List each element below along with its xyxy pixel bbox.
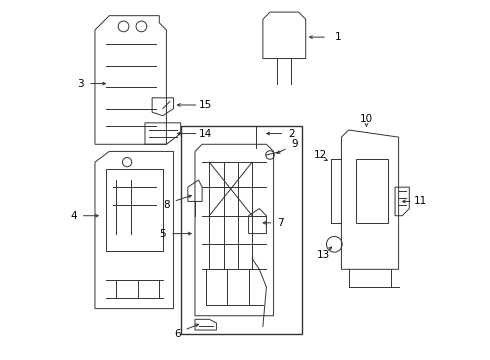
Text: 6: 6 [174, 329, 180, 339]
Text: 4: 4 [70, 211, 77, 221]
Text: 13: 13 [317, 250, 330, 260]
Text: 9: 9 [292, 139, 298, 149]
Text: 14: 14 [199, 129, 212, 139]
Text: 11: 11 [414, 197, 427, 206]
Text: 12: 12 [314, 150, 327, 160]
Text: 5: 5 [160, 229, 166, 239]
Text: 1: 1 [335, 32, 341, 42]
Bar [181, 126, 302, 334]
Text: 15: 15 [199, 100, 212, 110]
Text: 10: 10 [360, 114, 373, 124]
Text: 2: 2 [288, 129, 295, 139]
Text: 8: 8 [163, 200, 170, 210]
Text: 3: 3 [77, 78, 84, 89]
Text: 7: 7 [277, 218, 284, 228]
